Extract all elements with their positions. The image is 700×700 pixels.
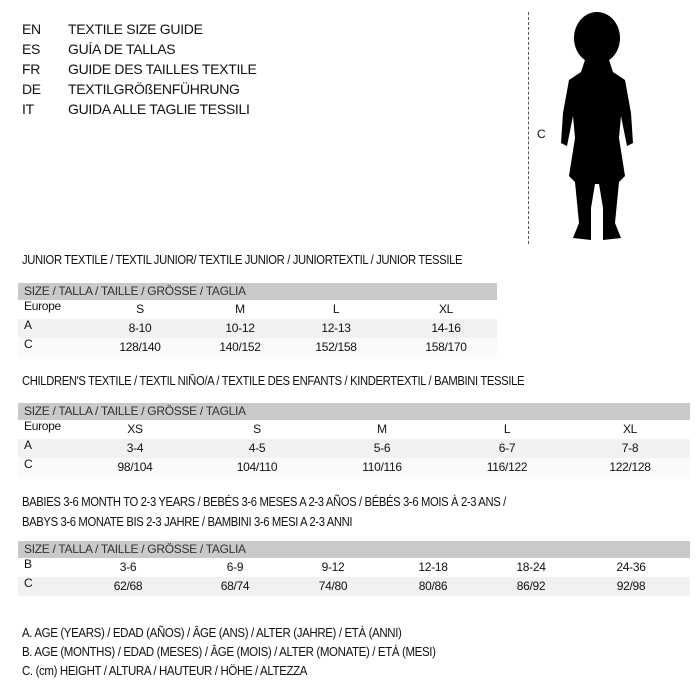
cell: 80/86 [418, 579, 448, 593]
cell: L [332, 302, 340, 316]
cell: XL [622, 422, 638, 436]
junior-size-table: SIZE / TALLA / TAILLE / GRÖSSE / TAGLIA … [18, 283, 497, 357]
cell: 116/122 [486, 460, 528, 474]
cell: 6-7 [498, 441, 516, 455]
cell: 18-24 [516, 560, 546, 574]
lang-code: ES [22, 41, 41, 57]
row-label: B [24, 557, 32, 571]
cell: 3-4 [126, 441, 144, 455]
children-size-table: SIZE / TALLA / TAILLE / GRÖSSE / TAGLIA … [18, 403, 690, 477]
lang-title: GUIDA ALLE TAGLIE TESSILI [68, 101, 250, 117]
table-header: SIZE / TALLA / TAILLE / GRÖSSE / TAGLIA [18, 541, 690, 558]
junior-title: JUNIOR TEXTILE / TEXTIL JUNIOR/ TEXTILE … [22, 253, 463, 267]
cell: 24-36 [616, 560, 646, 574]
table-row: Europe XS S M L XL [18, 419, 690, 439]
row-label: C [24, 337, 33, 351]
table-row: B 3-6 6-9 9-12 12-18 18-24 24-36 [18, 557, 690, 577]
babies-title-line2: BABYS 3-6 MONATE BIS 2-3 JAHRE / BAMBINI… [22, 515, 353, 529]
cell: 158/170 [425, 340, 467, 354]
lang-code: EN [22, 21, 41, 37]
cell: M [377, 422, 387, 436]
cell: XL [438, 302, 454, 316]
cell: 62/68 [113, 579, 143, 593]
cell: 9-12 [321, 560, 345, 574]
table-row: C 98/104 104/110 110/116 116/122 122/128 [18, 457, 690, 477]
row-label: C [24, 576, 33, 590]
cell: 128/140 [119, 340, 161, 354]
cell: 74/80 [318, 579, 348, 593]
legend-a: A. AGE (YEARS) / EDAD (AÑOS) / ÂGE (ANS)… [22, 626, 402, 640]
cell: 3-6 [119, 560, 137, 574]
cell: 12-13 [321, 321, 351, 335]
lang-code: IT [22, 101, 34, 117]
cell: 12-18 [418, 560, 448, 574]
lang-title: GUIDE DES TAILLES TEXTILE [68, 61, 257, 77]
table-row: C 128/140 140/152 152/158 158/170 [18, 337, 497, 357]
lang-title: TEXTILGRÖßENFÜHRUNG [68, 81, 240, 97]
cell: 104/110 [236, 460, 278, 474]
row-label: Europe [24, 299, 61, 313]
height-measure-label: C [537, 127, 546, 141]
height-measure-line [528, 12, 529, 244]
row-label: Europe [24, 419, 61, 433]
lang-title: TEXTILE SIZE GUIDE [68, 21, 203, 37]
babies-size-table: SIZE / TALLA / TAILLE / GRÖSSE / TAGLIA … [18, 541, 690, 596]
lang-title: GUÍA DE TALLAS [68, 41, 176, 57]
lang-code: FR [22, 61, 41, 77]
cell: L [503, 422, 511, 436]
cell: 7-8 [621, 441, 639, 455]
legend-c: C. (cm) HEIGHT / ALTURA / HAUTEUR / HÖHE… [22, 664, 308, 678]
row-label: C [24, 457, 33, 471]
cell: 10-12 [225, 321, 255, 335]
table-header: SIZE / TALLA / TAILLE / GRÖSSE / TAGLIA [18, 403, 690, 420]
cell: 6-9 [226, 560, 244, 574]
cell: 68/74 [220, 579, 250, 593]
legend-b: B. AGE (MONTHS) / EDAD (MESES) / ÂGE (MO… [22, 645, 436, 659]
row-label: A [24, 318, 32, 332]
cell: 140/152 [219, 340, 261, 354]
cell: 122/128 [609, 460, 651, 474]
cell: 152/158 [315, 340, 357, 354]
children-title: CHILDREN'S TEXTILE / TEXTIL NIÑO/A / TEX… [22, 374, 525, 388]
table-row: C 62/68 68/74 74/80 80/86 86/92 92/98 [18, 576, 690, 596]
table-row: Europe S M L XL [18, 299, 497, 319]
cell: XS [127, 422, 143, 436]
cell: S [253, 422, 261, 436]
cell: S [136, 302, 144, 316]
lang-code: DE [22, 81, 41, 97]
table-header: SIZE / TALLA / TAILLE / GRÖSSE / TAGLIA [18, 283, 497, 300]
cell: 5-6 [373, 441, 391, 455]
table-row: A 8-10 10-12 12-13 14-16 [18, 318, 497, 338]
table-row: A 3-4 4-5 5-6 6-7 7-8 [18, 438, 690, 458]
cell: M [235, 302, 245, 316]
cell: 86/92 [516, 579, 546, 593]
cell: 8-10 [128, 321, 152, 335]
child-silhouette-icon [561, 12, 633, 240]
cell: 98/104 [117, 460, 153, 474]
cell: 14-16 [431, 321, 461, 335]
babies-title-line1: BABIES 3-6 MONTH TO 2-3 YEARS / BEBÉS 3-… [22, 495, 506, 509]
cell: 4-5 [248, 441, 266, 455]
cell: 110/116 [362, 460, 402, 474]
cell: 92/98 [616, 579, 646, 593]
row-label: A [24, 438, 32, 452]
